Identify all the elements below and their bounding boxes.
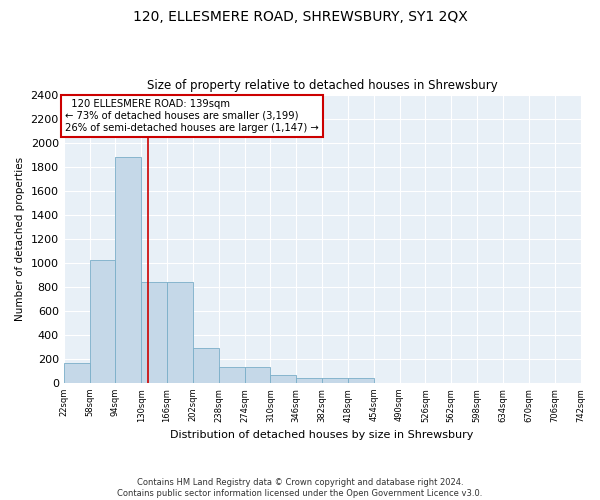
Bar — [193, 348, 219, 383]
Bar — [64, 362, 89, 383]
Bar — [89, 260, 115, 383]
Text: 120, ELLESMERE ROAD, SHREWSBURY, SY1 2QX: 120, ELLESMERE ROAD, SHREWSBURY, SY1 2QX — [133, 10, 467, 24]
Bar — [115, 157, 141, 383]
Text: Contains HM Land Registry data © Crown copyright and database right 2024.
Contai: Contains HM Land Registry data © Crown c… — [118, 478, 482, 498]
Bar — [271, 374, 296, 383]
Y-axis label: Number of detached properties: Number of detached properties — [15, 156, 25, 321]
Title: Size of property relative to detached houses in Shrewsbury: Size of property relative to detached ho… — [147, 79, 497, 92]
Bar — [348, 378, 374, 383]
Bar — [219, 368, 245, 383]
Text: 120 ELLESMERE ROAD: 139sqm
← 73% of detached houses are smaller (3,199)
26% of s: 120 ELLESMERE ROAD: 139sqm ← 73% of deta… — [65, 100, 319, 132]
Bar — [322, 378, 348, 383]
Bar — [167, 282, 193, 383]
Bar — [141, 282, 167, 383]
X-axis label: Distribution of detached houses by size in Shrewsbury: Distribution of detached houses by size … — [170, 430, 474, 440]
Bar — [296, 378, 322, 383]
Bar — [245, 368, 271, 383]
